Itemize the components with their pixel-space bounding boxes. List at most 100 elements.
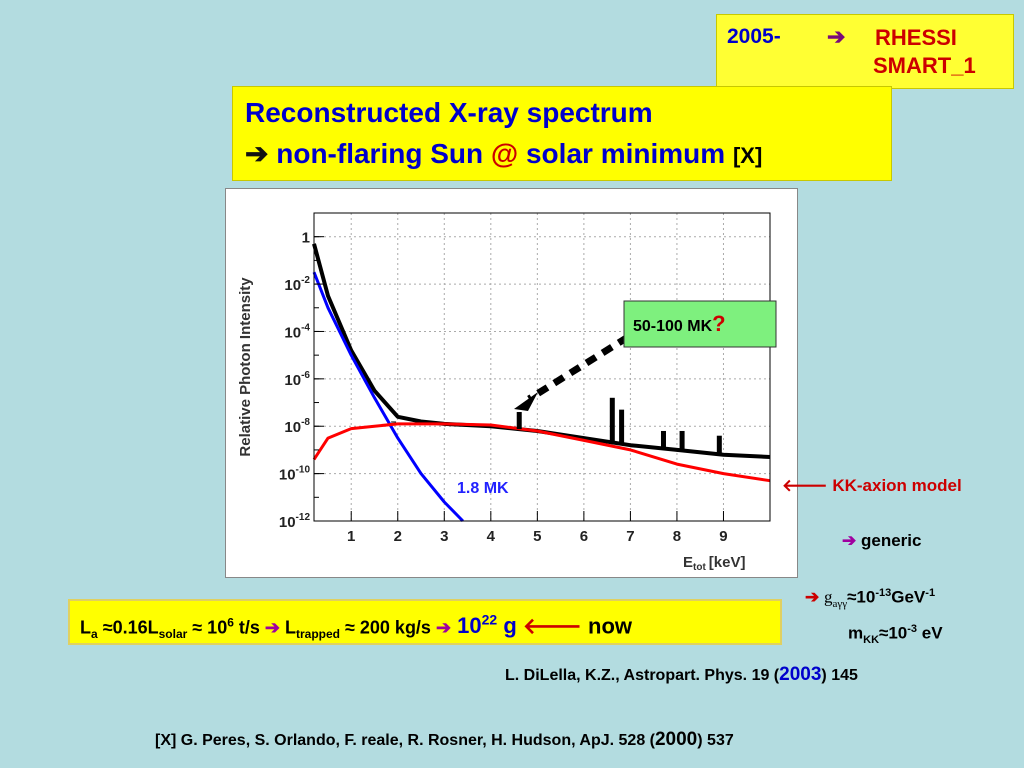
formula-eq1: ≈0.16L <box>97 617 159 638</box>
x-tick-label: 3 <box>440 528 448 545</box>
annotation-arrowhead-icon <box>514 392 538 411</box>
reference-dilella: L. DiLella, K.Z., Astropart. Phys. 19 (2… <box>505 664 858 686</box>
ref2-text: [X] G. Peres, S. Orlando, F. reale, R. R… <box>155 732 655 749</box>
formula-mass-exp: 22 <box>481 612 498 628</box>
formula-mass-base: 10 <box>451 613 482 639</box>
ref1-tail: ) 145 <box>821 667 858 684</box>
formula-exp: 6 <box>227 615 234 630</box>
x-axis-label-e: E <box>683 554 693 571</box>
chart-grid <box>314 213 770 522</box>
right-arrow-icon: ➔ <box>264 617 280 638</box>
y-axis-ticks: 1 10-2 10-4 10-6 10-8 10-10 10-12 <box>279 212 324 531</box>
mass-symbol: m <box>848 623 864 643</box>
y-tick-label: 10-10 <box>279 465 311 484</box>
right-arrow-icon: ➔ <box>245 138 269 169</box>
line-emission-spike <box>679 430 685 451</box>
formula-eq3: t/s <box>233 617 265 638</box>
x-tick-label: 5 <box>533 528 541 545</box>
slide-title: Reconstructed X-ray spectrum <box>245 97 653 128</box>
x-tick-label: 7 <box>626 528 634 545</box>
coupling-exp: -13 <box>875 587 892 599</box>
ref1-text: L. DiLella, K.Z., Astropart. Phys. 19 ( <box>505 667 780 684</box>
ref2-tail: ) 537 <box>697 732 734 749</box>
annotation-dashed-arrow <box>527 334 630 402</box>
formula-trapped-sub: trapped <box>296 626 341 641</box>
coupling-sub: aγγ <box>832 598 848 611</box>
x-axis-ticks: 1 2 3 4 5 6 7 8 9 <box>347 511 728 545</box>
x-axis-label: Etot [keV] <box>683 554 745 573</box>
right-arrow-icon: ➔ <box>435 617 452 638</box>
x-axis-label-unit: [keV] <box>709 554 746 571</box>
subtitle-at: @ <box>490 138 519 169</box>
luminosity-box: La ≈0.16Lsolar ≈ 106 t/s ➔ Ltrapped ≈ 20… <box>68 599 782 645</box>
x-tick-label: 6 <box>580 528 588 545</box>
y-tick-label: 10-6 <box>284 370 310 389</box>
y-tick-label: 10-12 <box>279 512 311 531</box>
subtitle-part-b: solar minimum <box>525 138 726 169</box>
left-arrow-icon: 🡐 <box>782 476 828 495</box>
formula-solar-sub: solar <box>158 626 188 641</box>
mass-value: ≈10 <box>879 623 908 643</box>
kk-axion-label: 🡐 KK-axion model <box>782 476 962 496</box>
reference-peres: [X] G. Peres, S. Orlando, F. reale, R. R… <box>155 729 734 751</box>
spectrum-chart-svg: 1 2 3 4 5 6 7 8 9 1 10-2 10-4 10-6 10-8 10-10 10-12 Re… <box>237 212 777 573</box>
formula-l: L <box>80 617 91 638</box>
right-arrow-icon: ➔ <box>842 531 857 550</box>
right-arrow-icon: ➔ <box>827 24 846 49</box>
right-arrow-icon: ➔ <box>805 587 820 607</box>
title-box: Reconstructed X-ray spectrum ➔ non-flari… <box>232 86 892 181</box>
line-emission-spike <box>609 397 615 443</box>
y-tick-label: 10-8 <box>284 417 310 436</box>
x-axis-label-sub: tot <box>693 562 706 573</box>
luminosity-formula: La ≈0.16Lsolar ≈ 106 t/s ➔ Ltrapped ≈ 20… <box>80 612 632 641</box>
mass-sub: KK <box>863 634 880 647</box>
coupling-unit: GeV <box>891 587 926 607</box>
mass-unit: eV <box>917 623 943 643</box>
subtitle-part-a: non-flaring Sun <box>276 138 484 169</box>
cool-component-label: 1.8 MK <box>457 480 509 497</box>
mass-label: mKK≈10-3 eV <box>848 623 943 646</box>
line-emission-spike <box>716 435 722 455</box>
hot-component-text: 50-100 MK <box>633 318 713 335</box>
y-tick-label: 10-2 <box>284 275 310 294</box>
subtitle-ref: [X] <box>732 143 763 168</box>
mission-year: 2005- <box>727 25 781 48</box>
line-emission-spike <box>660 430 666 449</box>
x-tick-label: 1 <box>347 528 355 545</box>
hot-component-label: 50-100 MK? <box>633 311 726 336</box>
chart-series <box>312 243 771 523</box>
line-emission-spike <box>619 409 625 444</box>
coupling-unit-exp: -1 <box>925 587 936 599</box>
coupling-value: ≈10 <box>847 587 876 607</box>
plot-frame <box>313 212 771 522</box>
x-tick-label: 4 <box>487 528 496 545</box>
coupling-label: ➔ gaγγ≈10-13GeV-1 <box>805 587 935 610</box>
y-axis-label: Relative Photon Intensity <box>237 277 254 457</box>
mission-smart1: SMART_1 <box>873 53 976 78</box>
formula-eq2: ≈ 10 <box>187 617 228 638</box>
formula-l2: L <box>280 617 296 638</box>
x-tick-label: 9 <box>719 528 727 545</box>
line-emission-spike <box>391 421 397 423</box>
y-tick-label: 10-4 <box>284 322 310 341</box>
formula-now: now <box>581 613 632 639</box>
line-emission-spike <box>516 412 522 430</box>
coupling-symbol: g <box>823 587 833 607</box>
series-line-1 <box>312 271 464 523</box>
generic-text: generic <box>860 531 922 550</box>
left-arrow-icon: 🡐 <box>522 613 582 639</box>
hot-component-question: ? <box>712 311 725 336</box>
hot-component-box <box>623 300 777 348</box>
ref1-year: 2003 <box>779 664 822 685</box>
mission-rhessi: RHESSI <box>875 25 957 50</box>
slide-subtitle: ➔ non-flaring Sun @ solar minimum [X] <box>245 137 762 170</box>
spectrum-chart: 1 2 3 4 5 6 7 8 9 1 10-2 10-4 10-6 10-8 10-10 10-12 Re… <box>225 188 798 578</box>
series-line-2 <box>312 422 771 483</box>
y-tick-label: 1 <box>302 230 310 247</box>
x-tick-label: 2 <box>394 528 402 545</box>
generic-label: ➔ generic <box>842 531 921 551</box>
formula-eq4: ≈ 200 kg/s <box>340 617 436 638</box>
kk-axion-text: KK-axion model <box>832 476 962 495</box>
formula-l-sub: a <box>91 626 98 641</box>
x-tick-label: 8 <box>673 528 681 545</box>
